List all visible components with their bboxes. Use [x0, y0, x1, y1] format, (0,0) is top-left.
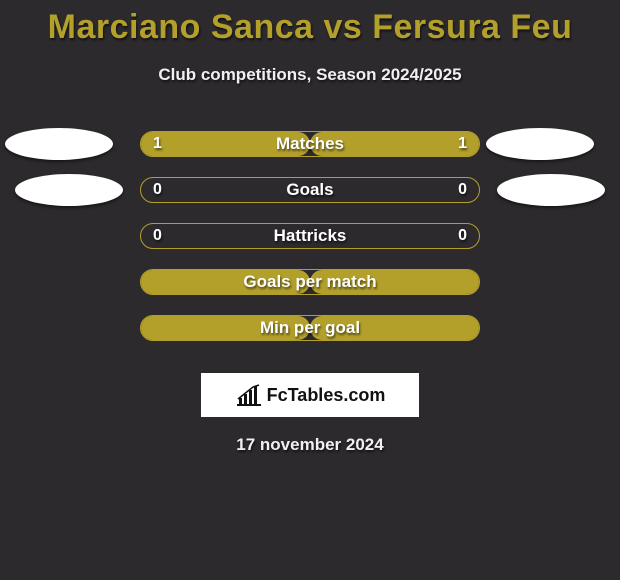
player-avatar-right [486, 128, 594, 160]
stat-value-right: 0 [458, 227, 467, 245]
stat-value-left: 1 [153, 135, 162, 153]
stat-row: 0 0 Hattricks [0, 213, 620, 259]
stat-label: Min per goal [260, 318, 360, 338]
stat-row: Min per goal [0, 305, 620, 351]
stat-label: Goals [286, 180, 333, 200]
watermark-text: FcTables.com [267, 385, 386, 406]
stat-bar: 1 1 Matches [140, 131, 480, 157]
stat-value-right: 1 [458, 135, 467, 153]
page-title: Marciano Sanca vs Fersura Feu [0, 8, 620, 47]
update-date: 17 november 2024 [0, 435, 620, 455]
player-avatar-left [15, 174, 123, 206]
stat-label: Goals per match [243, 272, 376, 292]
stat-label: Hattricks [274, 226, 347, 246]
stat-label: Matches [276, 134, 344, 154]
stat-bar: Goals per match [140, 269, 480, 295]
stat-row: Goals per match [0, 259, 620, 305]
stat-bar: Min per goal [140, 315, 480, 341]
player-avatar-right [497, 174, 605, 206]
bar-chart-icon [235, 384, 261, 406]
player-avatar-left [5, 128, 113, 160]
stat-value-right: 0 [458, 181, 467, 199]
comparison-infographic: Marciano Sanca vs Fersura Feu Club compe… [0, 8, 620, 455]
stat-rows-area: 1 1 Matches 0 0 Goals 0 0 Hattricks Goals per mat… [0, 121, 620, 351]
stat-value-left: 0 [153, 181, 162, 199]
stat-value-left: 0 [153, 227, 162, 245]
stat-bar: 0 0 Hattricks [140, 223, 480, 249]
stat-bar: 0 0 Goals [140, 177, 480, 203]
page-subtitle: Club competitions, Season 2024/2025 [0, 65, 620, 85]
watermark-box: FcTables.com [201, 373, 419, 417]
